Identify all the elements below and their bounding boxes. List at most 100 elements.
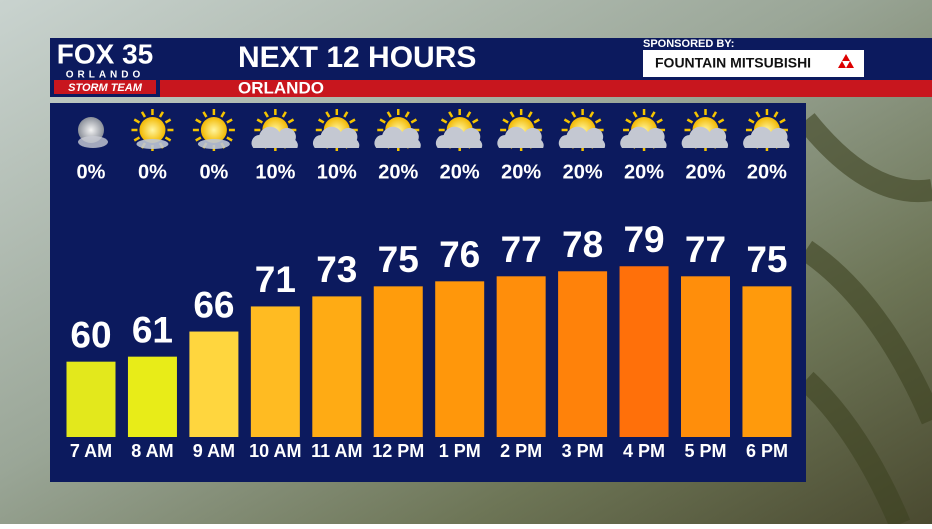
logo-team: STORM TEAM bbox=[68, 82, 143, 94]
cloud bbox=[313, 126, 360, 148]
subtitle: ORLANDO bbox=[238, 78, 324, 97]
weather-icon bbox=[192, 109, 235, 151]
x-tick-label: 7 AM bbox=[70, 441, 112, 461]
sun-ray bbox=[563, 118, 571, 124]
value-label: 71 bbox=[255, 259, 296, 300]
sun-ray bbox=[650, 111, 656, 118]
precip-label: 0% bbox=[138, 161, 167, 183]
weather-icon bbox=[251, 109, 298, 151]
sun-ray bbox=[263, 111, 269, 118]
bar bbox=[250, 306, 300, 437]
title: NEXT 12 HOURS bbox=[238, 41, 476, 74]
weather-icon bbox=[558, 109, 606, 151]
x-tick-label: 10 AM bbox=[249, 441, 301, 461]
weather-icon bbox=[620, 109, 667, 151]
sun-ray bbox=[164, 136, 172, 142]
weather-icon bbox=[313, 109, 360, 151]
sun bbox=[139, 117, 166, 143]
value-label: 77 bbox=[685, 229, 726, 270]
cloud bbox=[374, 126, 421, 148]
x-tick-label: 9 AM bbox=[193, 441, 235, 461]
value-label: 66 bbox=[193, 284, 234, 325]
value-label: 61 bbox=[132, 309, 173, 350]
header-strip bbox=[160, 80, 932, 97]
x-tick-label: 4 PM bbox=[623, 441, 665, 461]
sun-ray bbox=[594, 118, 602, 124]
weather-icon bbox=[78, 117, 108, 148]
sun-ray bbox=[472, 118, 479, 124]
weather-icon bbox=[131, 109, 174, 151]
sun-ray bbox=[158, 111, 165, 118]
precip-label: 20% bbox=[624, 161, 664, 183]
value-label: 75 bbox=[378, 239, 419, 280]
sun-ray bbox=[571, 111, 577, 118]
precip-label: 10% bbox=[317, 161, 357, 183]
precip-label: 0% bbox=[199, 161, 228, 183]
sun-ray bbox=[625, 118, 632, 124]
sponsor-box bbox=[643, 50, 864, 77]
sun-ray bbox=[448, 111, 454, 118]
cloud bbox=[497, 126, 544, 148]
sun-ray bbox=[133, 136, 141, 142]
precip-label: 10% bbox=[255, 161, 295, 183]
sun-ray bbox=[281, 111, 287, 118]
cloud bbox=[251, 126, 298, 148]
precip-label: 20% bbox=[501, 161, 541, 183]
weather-icon bbox=[743, 109, 790, 151]
sun-ray bbox=[195, 136, 202, 142]
sun-ray bbox=[220, 111, 226, 118]
sun-ray bbox=[164, 118, 172, 124]
bar bbox=[373, 286, 423, 437]
bar bbox=[189, 331, 239, 437]
logo-team-box bbox=[54, 80, 156, 94]
precip-label: 20% bbox=[378, 161, 418, 183]
bar bbox=[435, 281, 485, 437]
sun-ray bbox=[533, 118, 540, 124]
bar bbox=[681, 276, 730, 437]
sun-ray bbox=[509, 111, 515, 118]
cloud bbox=[78, 136, 108, 148]
weather-icon bbox=[681, 109, 729, 151]
sun-ray bbox=[711, 111, 718, 118]
precip-label: 20% bbox=[685, 161, 725, 183]
value-label: 79 bbox=[623, 219, 664, 260]
x-tick-label: 5 PM bbox=[684, 441, 726, 461]
sun-ray bbox=[656, 118, 663, 124]
sun-ray bbox=[404, 111, 410, 118]
bar bbox=[496, 276, 546, 437]
sun-ray bbox=[748, 118, 755, 124]
sun-ray bbox=[140, 111, 147, 118]
sun-ray bbox=[202, 111, 208, 118]
value-label: 75 bbox=[746, 239, 787, 280]
sponsor: FOUNTAIN MITSUBISHI bbox=[655, 55, 811, 71]
sun-ray bbox=[325, 111, 331, 118]
sun-ray bbox=[527, 111, 533, 118]
haze bbox=[136, 139, 169, 149]
x-tick-label: 6 PM bbox=[746, 441, 788, 461]
precip-label: 20% bbox=[563, 161, 603, 183]
palm-decoration bbox=[797, 113, 932, 529]
logo: FOX 35 bbox=[57, 38, 153, 69]
precip-label: 20% bbox=[747, 161, 787, 183]
sun-ray bbox=[317, 118, 325, 124]
cloud bbox=[743, 126, 790, 148]
x-tick-label: 12 PM bbox=[372, 441, 424, 461]
sun-ray bbox=[195, 118, 202, 124]
sun-ray bbox=[779, 118, 786, 124]
sponsor-logo bbox=[838, 54, 854, 68]
haze bbox=[197, 139, 230, 149]
sun-ray bbox=[256, 118, 263, 124]
sponsor-label: SPONSORED BY: bbox=[643, 38, 734, 50]
weather-icon bbox=[435, 109, 483, 151]
bar bbox=[742, 286, 792, 437]
x-tick-label: 11 AM bbox=[311, 441, 362, 461]
x-tick-label: 8 AM bbox=[131, 441, 173, 461]
sun-ray bbox=[133, 118, 141, 124]
x-tick-label: 1 PM bbox=[439, 441, 481, 461]
value-label: 77 bbox=[501, 229, 542, 270]
x-tick-label: 3 PM bbox=[562, 441, 604, 461]
sun-ray bbox=[502, 118, 509, 124]
weather-icon bbox=[497, 109, 544, 151]
sun-ray bbox=[589, 111, 595, 118]
value-label: 78 bbox=[562, 224, 603, 265]
